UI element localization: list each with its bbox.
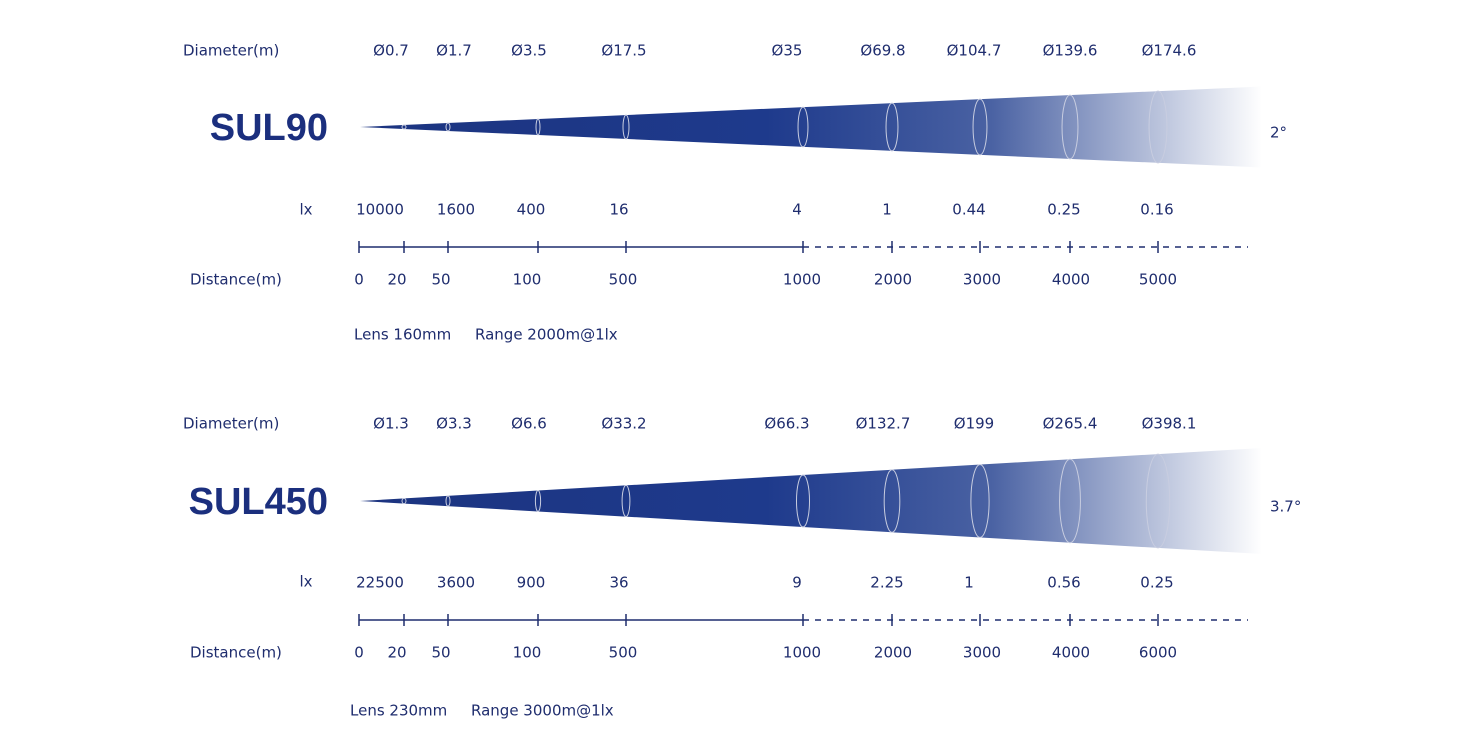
diameter: Ø69.8 [860,42,905,60]
lx-label: lx [299,573,312,591]
distance: 20 [387,271,406,289]
distance-label: Distance(m) [190,644,282,662]
lx-value: 1600 [437,201,475,219]
distance: 1000 [783,644,821,662]
lx-value: 10000 [356,201,404,219]
lx-value: 3600 [437,574,475,592]
diameter: Ø265.4 [1043,415,1098,433]
lx-value: 0.25 [1140,574,1173,592]
diameter: Ø17.5 [601,42,646,60]
diameter: Ø6.6 [511,415,547,433]
beam-section [970,464,990,538]
distance: 6000 [1139,644,1177,662]
distance-label: Distance(m) [190,271,282,289]
distance: 5000 [1139,271,1177,289]
distance: 20 [387,644,406,662]
lx-value: 9 [792,574,802,592]
lx-value: 0.16 [1140,201,1173,219]
beam-section [445,495,451,507]
lx-value: 0.56 [1047,574,1080,592]
beam-section [401,497,407,505]
diameter: Ø139.6 [1043,42,1098,60]
beam-section [621,484,631,518]
beam-section [883,469,901,533]
beam-section [622,114,630,140]
model-name: SUL90 [210,107,328,149]
diameter: Ø398.1 [1142,415,1197,433]
beam-section [885,102,899,152]
diameter: Ø3.3 [436,415,472,433]
diameter-label: Diameter(m) [183,42,279,60]
lx-value: 22500 [356,574,404,592]
beam-section [401,124,407,130]
diameter: Ø1.7 [436,42,472,60]
model-name: SUL450 [189,481,328,523]
beam-section [445,122,451,132]
diameter: Ø35 [772,42,803,60]
beam-section [1148,90,1168,164]
lx-value: 1 [964,574,974,592]
distance: 4000 [1052,644,1090,662]
angle: 3.7° [1270,498,1301,516]
lens-note: Lens 230mm [350,702,447,720]
diameter-label: Diameter(m) [183,415,279,433]
lx-value: 4 [792,201,802,219]
distance: 2000 [874,644,912,662]
angle: 2° [1270,124,1287,142]
lx-value: 0.44 [952,201,985,219]
lens-note: Lens 160mm [354,326,451,344]
beam-section [534,490,542,512]
distance: 1000 [783,271,821,289]
beam-section [1059,458,1081,544]
distance: 500 [609,644,638,662]
beam-section [797,106,809,148]
distance: 2000 [874,271,912,289]
beam-section [1061,94,1079,160]
distance: 500 [609,271,638,289]
distance: 100 [513,644,542,662]
distance: 100 [513,271,542,289]
lx-value: 36 [609,574,628,592]
distance: 0 [354,271,364,289]
distance: 50 [431,644,450,662]
beam-section [972,98,988,156]
distance: 3000 [963,644,1001,662]
beam-section [1145,453,1171,549]
beam-section [535,118,541,136]
distance: 50 [431,271,450,289]
diameter: Ø33.2 [601,415,646,433]
lx-value: 2.25 [870,574,903,592]
lx-value: 900 [517,574,546,592]
diameter: Ø1.3 [373,415,409,433]
lx-value: 400 [517,201,546,219]
beam [360,86,1262,168]
beam [360,448,1262,554]
range-note: Range 3000m@1lx [471,702,614,720]
range-note: Range 2000m@1lx [475,326,618,344]
beam-section [795,474,811,528]
lx-value: 16 [609,201,628,219]
diameter: Ø132.7 [856,415,911,433]
lx-value: 0.25 [1047,201,1080,219]
diameter: Ø174.6 [1142,42,1197,60]
diameter: Ø66.3 [764,415,809,433]
distance: 3000 [963,271,1001,289]
distance: 0 [354,644,364,662]
lx-value: 1 [882,201,892,219]
diameter: Ø104.7 [947,42,1002,60]
diameter: Ø0.7 [373,42,409,60]
diameter: Ø199 [954,415,994,433]
distance: 4000 [1052,271,1090,289]
diameter: Ø3.5 [511,42,547,60]
lx-label: lx [299,201,312,219]
